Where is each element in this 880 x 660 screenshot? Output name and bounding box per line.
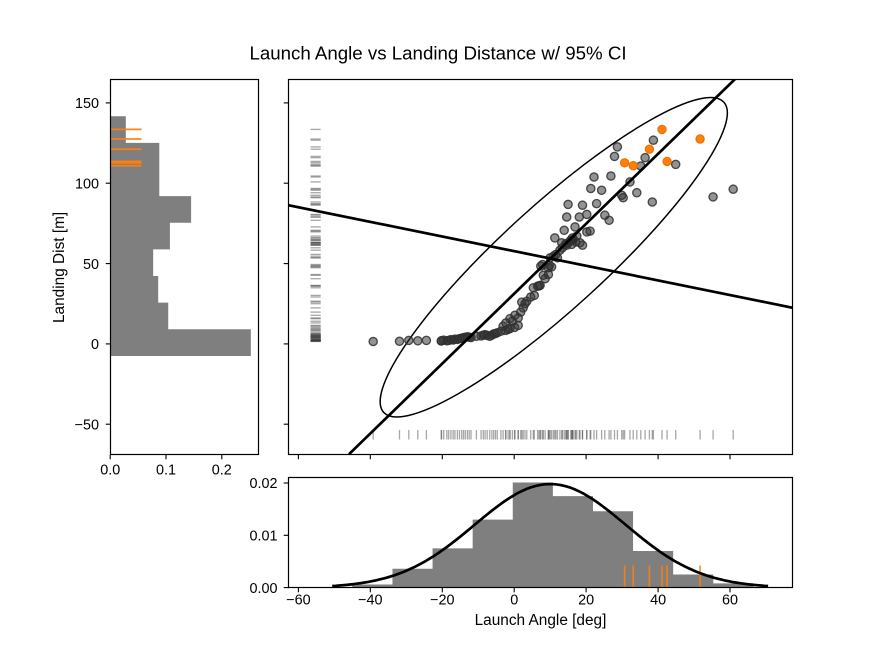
svg-text:50: 50	[83, 257, 99, 273]
svg-text:0.2: 0.2	[212, 463, 232, 479]
svg-text:0.0: 0.0	[100, 463, 120, 479]
svg-text:0.02: 0.02	[249, 476, 277, 492]
svg-text:0: 0	[510, 593, 518, 609]
svg-text:40: 40	[650, 593, 666, 609]
svg-text:−20: −20	[430, 593, 454, 609]
svg-text:0.1: 0.1	[156, 463, 176, 479]
svg-text:60: 60	[722, 593, 738, 609]
svg-text:−60: −60	[286, 593, 310, 609]
svg-text:0.01: 0.01	[249, 529, 277, 545]
svg-text:Landing Dist [m]: Landing Dist [m]	[51, 212, 68, 323]
svg-text:100: 100	[75, 176, 99, 192]
svg-text:−50: −50	[75, 417, 99, 433]
svg-text:20: 20	[578, 593, 594, 609]
svg-text:150: 150	[75, 96, 99, 112]
svg-text:Launch Angle vs Landing Distan: Launch Angle vs Landing Distance w/ 95% …	[249, 43, 626, 64]
svg-text:0: 0	[91, 337, 99, 353]
svg-text:Launch Angle [deg]: Launch Angle [deg]	[475, 612, 607, 629]
svg-text:0.00: 0.00	[249, 581, 277, 597]
svg-text:−40: −40	[358, 593, 382, 609]
